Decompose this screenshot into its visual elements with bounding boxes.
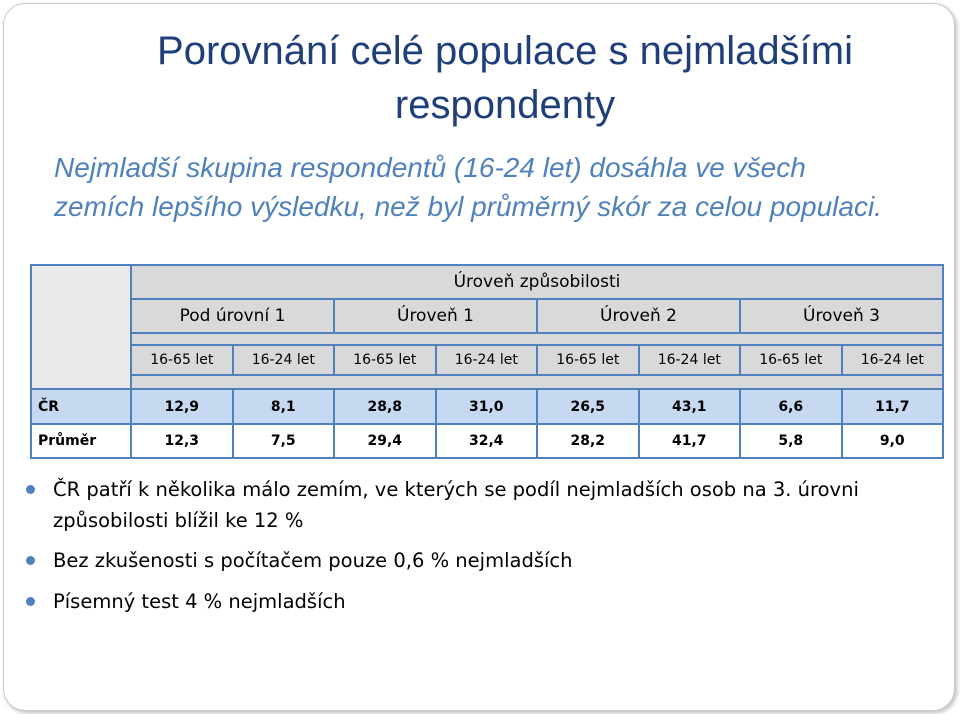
bullet-text: Písemný test 4 % nejmladších xyxy=(53,590,346,613)
table-row: ČR 12,9 8,1 28,8 31,0 26,5 43,1 6,6 11,7 xyxy=(30,388,944,425)
age-header: 16-24 let xyxy=(231,344,335,376)
header-spacer xyxy=(130,374,944,390)
age-header: 16-24 let xyxy=(637,344,741,376)
bullet-item: ČR patří k několika málo zemím, ve který… xyxy=(26,474,926,536)
age-header: 16-65 let xyxy=(536,344,640,376)
slide-title: Porovnání celé populace s nejmladšími re… xyxy=(157,29,853,127)
table-cell: 8,1 xyxy=(231,388,335,425)
bullet-text: ČR patří k několika málo zemím, ve který… xyxy=(53,478,859,532)
table-cell: 7,5 xyxy=(231,423,335,459)
age-header: 16-24 let xyxy=(840,344,944,376)
age-header: 16-24 let xyxy=(434,344,538,376)
level-header: Pod úrovní 1 xyxy=(130,298,335,334)
table-cell: 32,4 xyxy=(434,423,538,459)
table-cell: 31,0 xyxy=(434,388,538,425)
table-cell: 6,6 xyxy=(739,388,843,425)
bullet-item: Písemný test 4 % nejmladších xyxy=(26,586,926,617)
table-cell: 29,4 xyxy=(333,423,437,459)
bullet-text: Bez zkušenosti s počítačem pouze 0,6 % n… xyxy=(53,549,573,572)
table-corner-cell xyxy=(30,264,132,390)
table-cell: 5,8 xyxy=(739,423,843,459)
header-spacer xyxy=(130,332,944,346)
table-cell: 12,3 xyxy=(130,423,234,459)
slide-subtitle: Nejmladší skupina respondentů (16-24 let… xyxy=(54,152,882,222)
bullet-item: Bez zkušenosti s počítačem pouze 0,6 % n… xyxy=(26,545,926,576)
results-table: Úroveň způsobilosti Pod úrovní 1 Úroveň … xyxy=(30,264,944,459)
level-header: Úroveň 3 xyxy=(739,298,944,334)
row-label-cr: ČR xyxy=(30,388,132,425)
table-row: Průměr 12,3 7,5 29,4 32,4 28,2 41,7 5,8 … xyxy=(30,423,944,459)
bullet-dot-icon xyxy=(26,556,35,565)
table-cell: 12,9 xyxy=(130,388,234,425)
table-cell: 41,7 xyxy=(637,423,741,459)
table-cell: 43,1 xyxy=(637,388,741,425)
bullet-dot-icon xyxy=(26,485,35,494)
bullet-dot-icon xyxy=(26,597,35,606)
age-header: 16-65 let xyxy=(130,344,234,376)
table-cell: 9,0 xyxy=(840,423,944,459)
row-label-average: Průměr xyxy=(30,423,132,459)
bullet-list: ČR patří k několika málo zemím, ve který… xyxy=(26,474,926,617)
table-cell: 28,8 xyxy=(333,388,437,425)
table-top-header: Úroveň způsobilosti xyxy=(130,264,944,300)
table-cell: 11,7 xyxy=(840,388,944,425)
age-header: 16-65 let xyxy=(333,344,437,376)
table-cell: 26,5 xyxy=(536,388,640,425)
age-header: 16-65 let xyxy=(739,344,843,376)
level-header: Úroveň 1 xyxy=(333,298,538,334)
level-header: Úroveň 2 xyxy=(536,298,741,334)
table-cell: 28,2 xyxy=(536,423,640,459)
